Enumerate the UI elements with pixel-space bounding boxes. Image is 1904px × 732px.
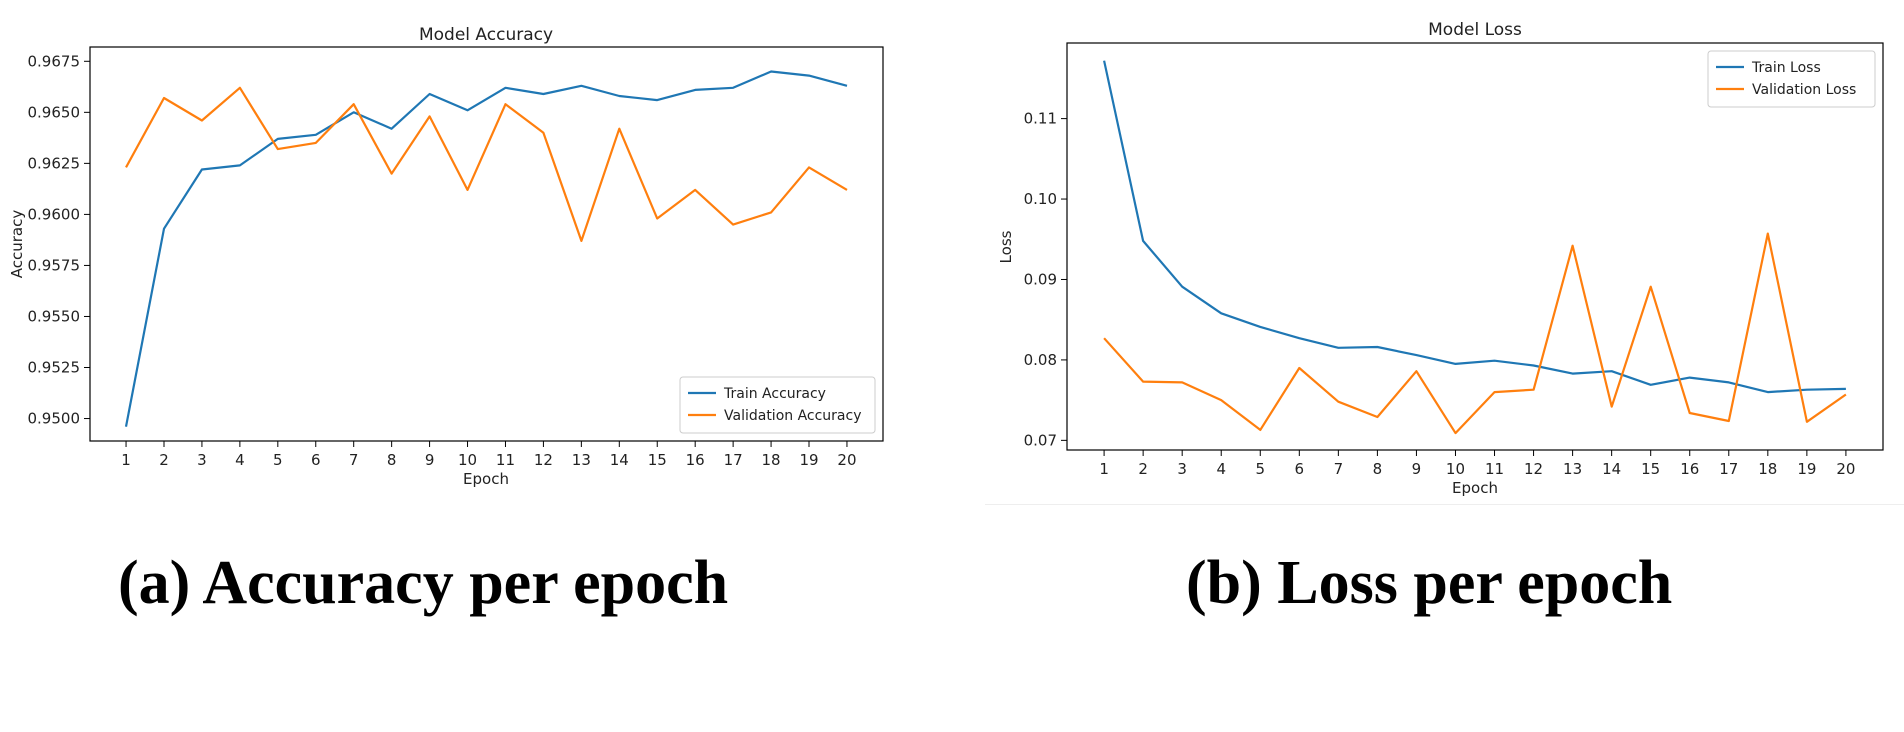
legend: Train Accuracy Validation Accuracy (679, 376, 876, 434)
x-tick-label: 14 (610, 451, 629, 469)
x-tick-label: 11 (1485, 460, 1504, 478)
y-tick-label: 0.9675 (28, 52, 81, 70)
series-line-train (1103, 60, 1846, 394)
y-tick-label: 0.9600 (28, 205, 81, 223)
x-tick-label: 6 (311, 451, 321, 469)
y-tick-label: 0.9650 (28, 103, 81, 121)
x-tick-label: 11 (496, 451, 515, 469)
x-tick-label: 10 (1446, 460, 1465, 478)
y-axis-label: Accuracy (8, 210, 26, 279)
y-tick-label: 0.09 (1024, 270, 1057, 288)
x-tick-label: 4 (235, 451, 245, 469)
plot-frame (89, 46, 884, 442)
x-tick-label: 7 (1334, 460, 1344, 478)
y-tick-label: 0.9525 (28, 359, 81, 377)
legend-label: Train Accuracy (723, 386, 826, 402)
legend-box (679, 376, 876, 434)
x-tick-label: 19 (799, 451, 818, 469)
y-tick-label: 0.10 (1024, 190, 1057, 208)
x-tick-label: 20 (1836, 460, 1855, 478)
y-tick-label: 0.08 (1024, 351, 1057, 369)
x-tick-label: 13 (1563, 460, 1582, 478)
x-tick-label: 20 (837, 451, 856, 469)
y-tick-label: 0.9625 (28, 154, 81, 172)
y-tick-label: 0.9500 (28, 410, 81, 428)
legend-label: Train Loss (1751, 60, 1821, 76)
legend-label: Validation Accuracy (724, 408, 862, 424)
x-tick-label: 12 (534, 451, 553, 469)
x-tick-label: 15 (1641, 460, 1660, 478)
x-tick-label: 16 (686, 451, 705, 469)
series-line-validation (125, 86, 848, 242)
plot-frame (1066, 42, 1884, 451)
panel-divider (985, 504, 1904, 505)
series-line-train (124, 70, 848, 427)
y-tick-label: 0.9550 (28, 307, 81, 325)
series-line-validation (1103, 232, 1847, 435)
x-tick-label: 4 (1216, 460, 1226, 478)
x-tick-label: 12 (1524, 460, 1543, 478)
x-tick-label: 8 (387, 451, 397, 469)
x-tick-label: 18 (1758, 460, 1777, 478)
x-tick-label: 5 (1255, 460, 1265, 478)
x-tick-label: 1 (121, 451, 131, 469)
legend-box (1707, 50, 1876, 108)
x-axis-label: Epoch (1452, 479, 1498, 497)
caption-accuracy: (a) Accuracy per epoch (118, 549, 729, 617)
x-tick-label: 1 (1099, 460, 1109, 478)
x-tick-label: 2 (1138, 460, 1148, 478)
legend-label: Validation Loss (1752, 82, 1856, 98)
y-axis-label: Loss (997, 230, 1015, 263)
x-tick-label: 7 (349, 451, 359, 469)
x-tick-label: 2 (159, 451, 169, 469)
x-axis-label: Epoch (463, 470, 509, 488)
x-tick-label: 10 (458, 451, 477, 469)
x-tick-label: 8 (1373, 460, 1383, 478)
x-tick-label: 15 (648, 451, 667, 469)
legend: Train Loss Validation Loss (1707, 50, 1876, 108)
x-tick-label: 3 (1177, 460, 1187, 478)
x-tick-label: 17 (724, 451, 743, 469)
chart-title: Model Accuracy (419, 25, 553, 45)
x-tick-label: 17 (1719, 460, 1738, 478)
x-tick-label: 19 (1797, 460, 1816, 478)
x-tick-label: 5 (273, 451, 283, 469)
chart-title: Model Loss (1428, 20, 1522, 40)
x-tick-label: 18 (762, 451, 781, 469)
x-tick-label: 6 (1295, 460, 1305, 478)
y-tick-label: 0.07 (1024, 431, 1057, 449)
x-tick-label: 3 (197, 451, 207, 469)
x-tick-label: 13 (572, 451, 591, 469)
x-tick-label: 9 (1412, 460, 1422, 478)
caption-loss: (b) Loss per epoch (1186, 549, 1673, 617)
x-tick-label: 14 (1602, 460, 1621, 478)
y-tick-label: 0.11 (1024, 110, 1057, 128)
x-tick-label: 9 (425, 451, 435, 469)
y-tick-label: 0.9575 (28, 256, 81, 274)
x-tick-label: 16 (1680, 460, 1699, 478)
